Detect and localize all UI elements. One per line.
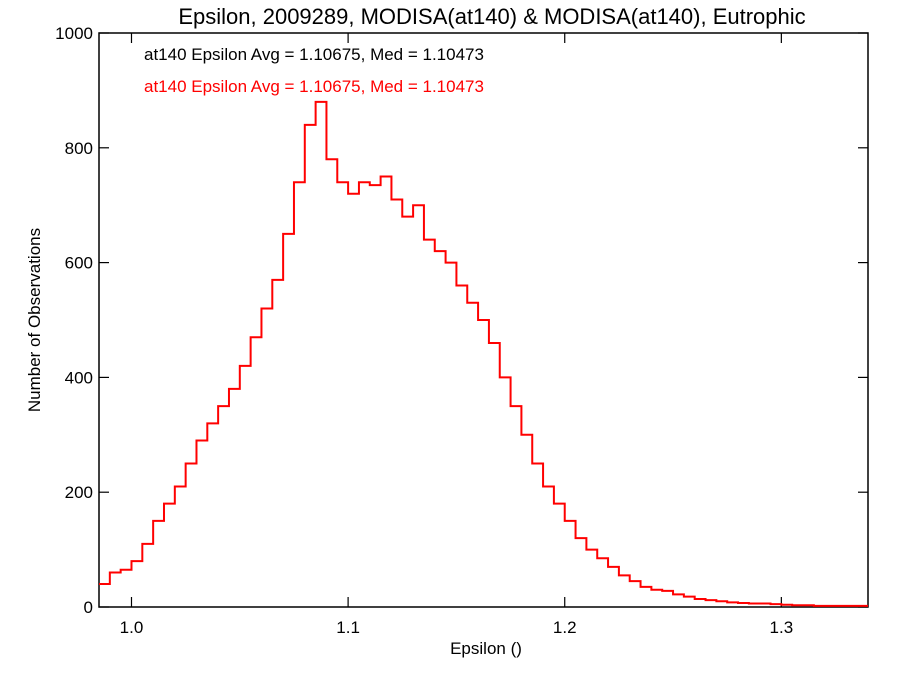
series-layer <box>99 100 868 607</box>
annotation-red: at140 Epsilon Avg = 1.10675, Med = 1.104… <box>144 77 484 96</box>
y-tick-label: 400 <box>65 368 93 387</box>
y-axis: 0 200 400 600 800 1000 <box>55 24 868 617</box>
y-tick-label: 600 <box>65 254 93 273</box>
chart-title: Epsilon, 2009289, MODISA(at140) & MODISA… <box>178 4 805 29</box>
x-axis-label: Epsilon () <box>450 639 522 658</box>
x-tick-label: 1.1 <box>336 618 360 637</box>
x-tick-label: 1.0 <box>120 618 144 637</box>
y-tick-label: 0 <box>84 598 93 617</box>
y-tick-label: 1000 <box>55 24 93 43</box>
y-tick-label: 800 <box>65 139 93 158</box>
x-tick-label: 1.2 <box>553 618 577 637</box>
plot-frame <box>98 32 869 608</box>
plot-area <box>98 32 869 608</box>
x-axis: 1.0 1.1 1.2 1.3 <box>120 33 793 637</box>
x-tick-label: 1.3 <box>770 618 794 637</box>
histogram-series-line <box>99 100 868 607</box>
annotation-black: at140 Epsilon Avg = 1.10675, Med = 1.104… <box>144 45 484 64</box>
y-axis-label: Number of Observations <box>25 228 44 412</box>
y-tick-label: 200 <box>65 483 93 502</box>
